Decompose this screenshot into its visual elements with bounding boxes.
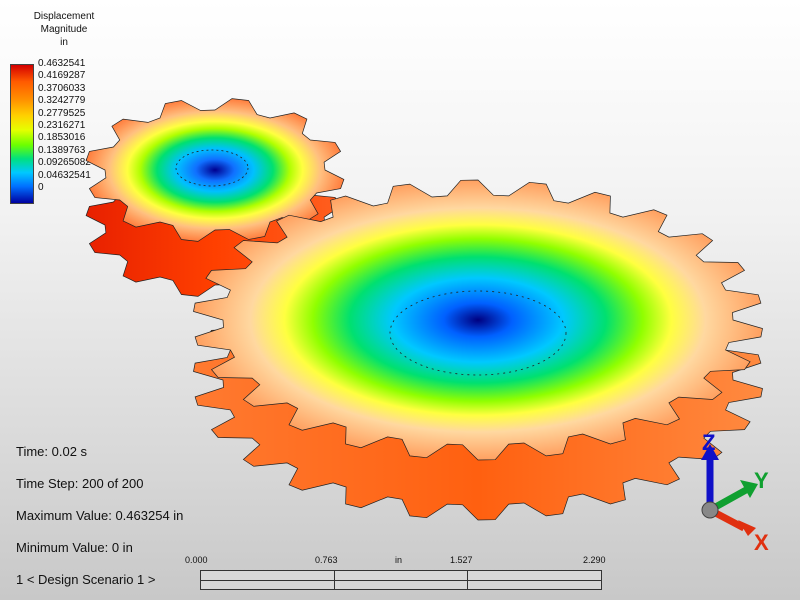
large-gear-bore <box>389 290 567 376</box>
scale-unit-label: in <box>395 555 403 565</box>
legend-tick: 0.09265082 <box>38 157 91 169</box>
legend-tick: 0 <box>38 181 44 193</box>
scale-label-0: 0.000 <box>185 555 208 565</box>
legend-title-line-3: in <box>60 37 68 48</box>
triad-origin <box>701 501 719 519</box>
scale-label-1: 0.763 <box>315 555 338 565</box>
scale-bar-frame <box>200 570 602 590</box>
z-axis-arrowhead <box>701 444 719 460</box>
scale-label-3: 2.290 <box>583 555 606 565</box>
legend-color-bar <box>10 64 34 204</box>
legend-tick: 0.3242779 <box>38 95 86 107</box>
scale-midline <box>201 580 601 581</box>
design-scenario-selector[interactable]: 1 < Design Scenario 1 > <box>16 572 156 587</box>
y-axis-label: Y <box>754 468 769 493</box>
legend-tick: 0.2779525 <box>38 107 86 119</box>
legend-title-line-1: Displacement <box>33 11 95 22</box>
legend-tick: 0.4632541 <box>38 58 86 69</box>
large-gear-face <box>193 179 763 461</box>
scale-bar <box>200 568 604 590</box>
scale-label-2: 1.527 <box>450 555 473 565</box>
legend-tick: 0.3706033 <box>38 82 86 94</box>
y-axis-arrowhead <box>740 480 758 498</box>
legend-tick: 0.2316271 <box>38 119 86 131</box>
time-step-label: Time Step: 200 of 200 <box>16 476 144 491</box>
x-axis-label: X <box>754 530 769 555</box>
z-axis-label: Z <box>702 430 715 455</box>
legend-title: Displacement Magnitude in <box>14 10 114 49</box>
small-gear-bore <box>175 149 249 187</box>
legend-title-line-2: Magnitude <box>40 24 88 35</box>
time-label: Time: 0.02 s <box>16 444 88 459</box>
min-value-label: Minimum Value: 0 in <box>16 540 133 555</box>
legend-tick: 0.4169287 <box>38 70 86 82</box>
legend-tick: 0.04632541 <box>38 169 91 181</box>
legend-tick-labels: 0.4632541 0.4169287 0.3706033 0.3242779 … <box>38 58 91 194</box>
x-axis-arrowhead <box>738 520 756 536</box>
axis-triad[interactable]: Z Y X <box>690 430 790 560</box>
max-value-label: Maximum Value: 0.463254 in <box>16 508 184 523</box>
legend-tick: 0.1853016 <box>38 132 86 144</box>
small-gear <box>85 98 345 297</box>
small-gear-face <box>85 98 345 242</box>
large-gear <box>193 179 763 521</box>
legend-tick: 0.1389763 <box>38 144 86 156</box>
